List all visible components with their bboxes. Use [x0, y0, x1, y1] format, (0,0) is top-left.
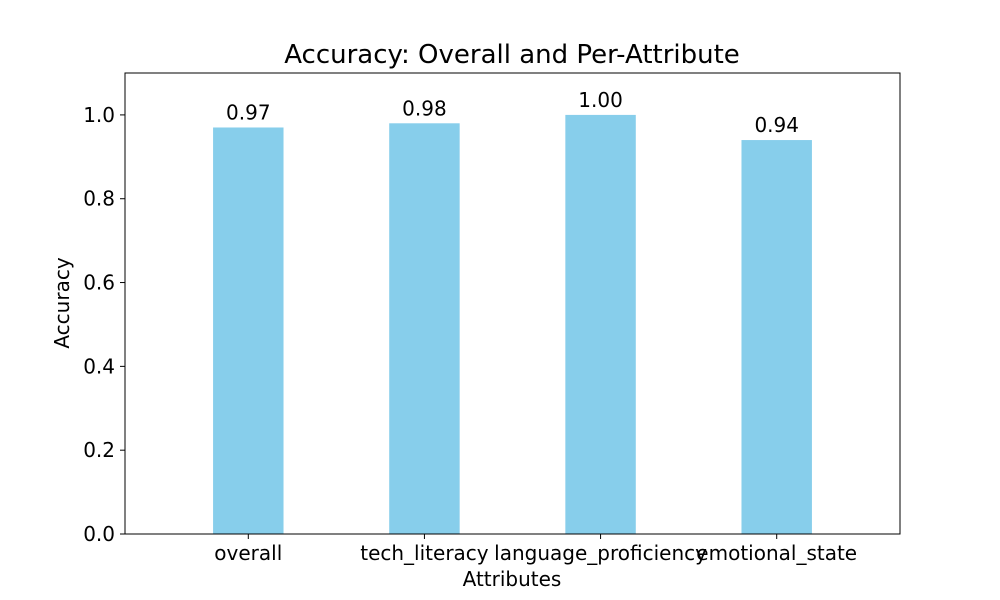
x-tick-label-language_proficiency: language_proficiency	[494, 541, 707, 565]
value-label-group: 0.97 0.98 1.00 0.94	[226, 88, 799, 137]
bar-emotional_state	[741, 140, 812, 534]
bar-overall	[213, 127, 284, 535]
value-label-language_proficiency: 1.00	[578, 88, 623, 112]
plot-area: 0.97 0.98 1.00 0.94 0.0 0.2 0.4 0.6 0.8 1.0 over…	[83, 72, 901, 565]
y-tick-label: 0.8	[83, 187, 115, 211]
bar-language_proficiency	[565, 114, 636, 534]
plot-frame	[124, 72, 901, 535]
value-label-overall: 0.97	[226, 100, 271, 124]
bar-group	[213, 114, 812, 535]
y-axis-label: Accuracy	[50, 257, 74, 348]
y-tick-label: 0.0	[83, 522, 115, 546]
value-label-tech_literacy: 0.98	[402, 96, 447, 120]
x-tick-label-overall: overall	[214, 541, 282, 565]
x-axis-label: Attributes	[463, 567, 562, 591]
y-tick-label: 0.6	[83, 271, 115, 295]
bar-tech_literacy	[389, 123, 460, 535]
y-tick-label: 1.0	[83, 103, 115, 127]
x-tick-label-emotional_state: emotional_state	[696, 541, 857, 565]
x-tick-label-tech_literacy: tech_literacy	[360, 541, 489, 565]
y-axis: 0.0 0.2 0.4 0.6 0.8 1.0	[83, 103, 125, 546]
chart-title: Accuracy: Overall and Per-Attribute	[284, 40, 740, 70]
y-tick-label: 0.4	[83, 354, 115, 378]
x-axis: overall tech_literacy language_proficiency…	[214, 534, 857, 565]
y-tick-label: 0.2	[83, 438, 115, 462]
value-label-emotional_state: 0.94	[754, 113, 799, 137]
